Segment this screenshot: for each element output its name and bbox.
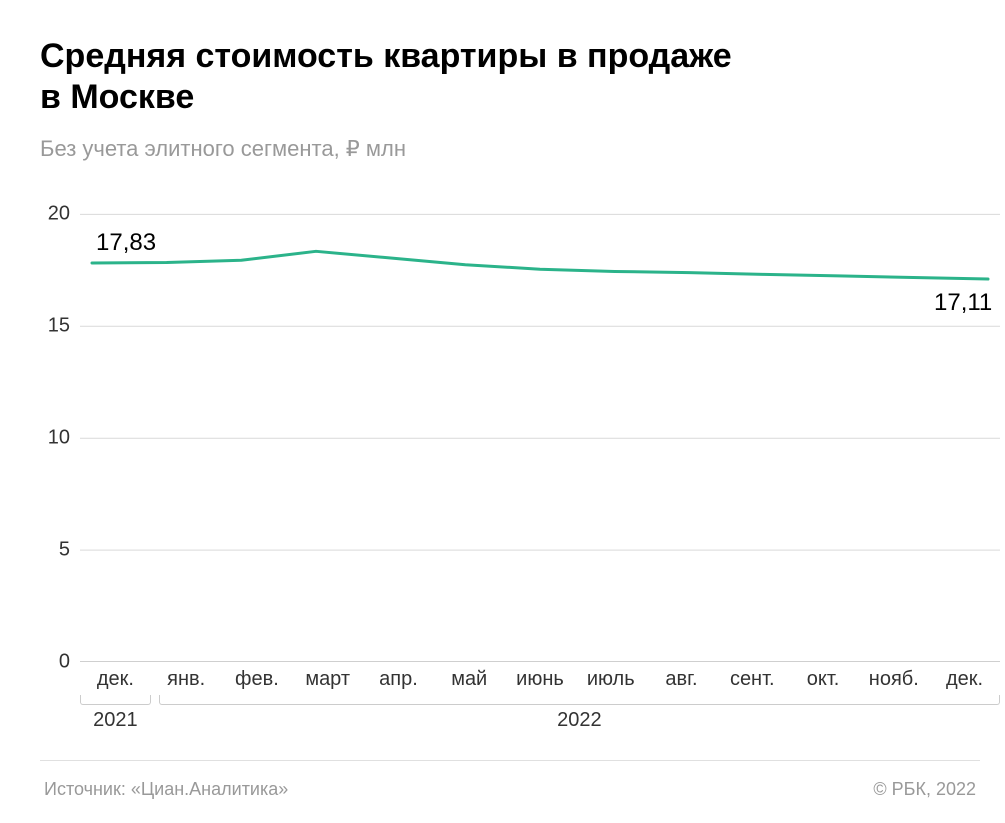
x-tick-label: март	[292, 668, 363, 691]
x-tick-label: апр.	[363, 668, 434, 691]
chart-title: Средняя стоимость квартиры в продаже в М…	[40, 36, 980, 118]
x-tick-label: окт.	[788, 668, 859, 691]
x-tick-label: дек.	[80, 668, 151, 691]
y-tick-label: 15	[48, 314, 80, 337]
y-tick-label: 20	[48, 202, 80, 225]
data-line	[92, 251, 988, 279]
x-tick-label: сент.	[717, 668, 788, 691]
y-tick-label: 10	[48, 426, 80, 449]
x-tick-label: дек.	[929, 668, 1000, 691]
y-tick-label: 0	[59, 650, 80, 673]
year-group-2022: 2022	[159, 695, 1000, 732]
x-tick-label: нояб.	[858, 668, 929, 691]
line-chart: 0510152017,8317,11дек.янв.фев.мартапр.ма…	[80, 192, 1000, 732]
x-tick-label: июль	[575, 668, 646, 691]
last-point-label: 17,11	[934, 289, 992, 317]
chart-footer: Источник: «Циан.Аналитика» © РБК, 2022	[40, 760, 980, 800]
source-label: Источник: «Циан.Аналитика»	[44, 779, 288, 800]
chart-svg	[80, 192, 1000, 662]
x-axis-labels: дек.янв.фев.мартапр.майиюньиюльавг.сент.…	[80, 668, 1000, 691]
x-tick-label: авг.	[646, 668, 717, 691]
first-point-label: 17,83	[96, 229, 156, 257]
year-group-row: 20212022	[80, 695, 1000, 732]
x-tick-label: июнь	[505, 668, 576, 691]
copyright-label: © РБК, 2022	[873, 779, 976, 800]
chart-subtitle: Без учета элитного сегмента, ₽ млн	[40, 136, 980, 162]
y-tick-label: 5	[59, 538, 80, 561]
x-tick-label: фев.	[222, 668, 293, 691]
x-tick-label: май	[434, 668, 505, 691]
x-tick-label: янв.	[151, 668, 222, 691]
title-line-1: Средняя стоимость квартиры в продаже	[40, 37, 732, 75]
year-group-2021: 2021	[80, 695, 151, 732]
title-line-2: в Москве	[40, 78, 194, 116]
